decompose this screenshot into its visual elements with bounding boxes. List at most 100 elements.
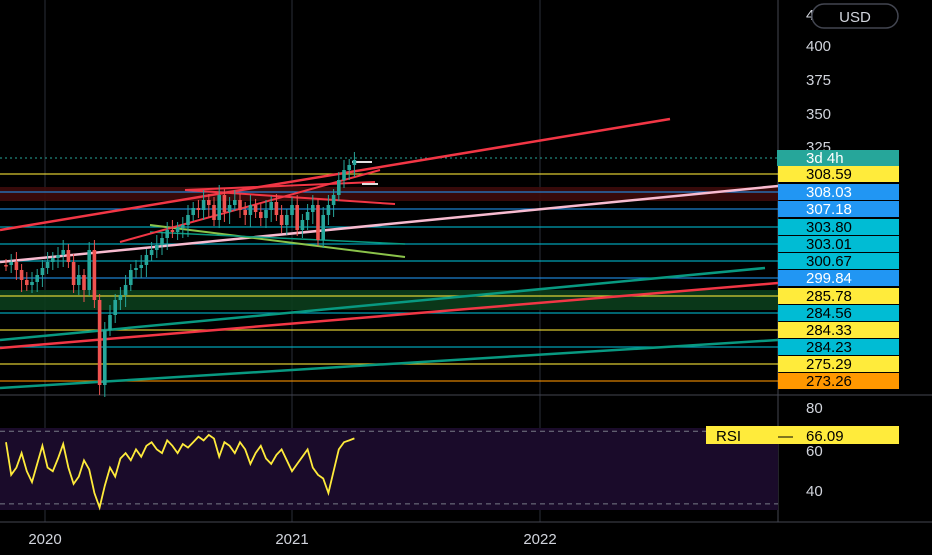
candle-body [30,282,34,285]
price-label-badge [778,288,899,304]
trend-line [149,224,406,258]
trend-line [0,266,766,342]
candle-body [191,208,195,215]
price-label-badge [778,270,899,286]
candle-body [274,202,279,215]
candle-body [300,220,305,230]
candle-body [238,200,242,210]
candle-body [175,228,180,232]
trend-line [149,231,406,245]
price-label-badge [778,166,899,182]
candle-body [331,195,336,205]
candle-body [4,265,8,267]
currency-label: USD [839,9,871,26]
candle-body [196,208,201,210]
price-label-badge [778,305,899,321]
rsi-label-badge: RSI — 66.09 [706,426,899,445]
candle-body [45,262,50,268]
candle-body [71,262,76,285]
trend-line [0,117,671,232]
price-label-value: 300.67 [806,253,852,270]
candle-body [165,230,169,238]
candle-body [170,230,175,232]
price-label-value: 285.78 [806,288,852,305]
price-label-value: 303.80 [806,219,852,236]
price-tick-partial: 4 [806,7,814,24]
rsi-pane [0,430,778,511]
candle-body [337,180,341,195]
price-label-value: 284.23 [806,339,852,356]
price-tick: 350 [806,106,831,123]
candle-body [253,205,258,212]
candle-body [352,160,357,165]
price-label-value: 308.03 [806,184,852,201]
candle-body [51,258,55,262]
candle-body [326,205,331,215]
price-label-badge [778,184,899,200]
candles [4,152,357,397]
candle-body [160,238,164,245]
price-label-value: 307.18 [806,201,852,218]
candle-body [139,265,143,268]
candle-body [35,275,39,282]
candle-body [9,262,13,265]
trend-line [0,281,779,350]
candle-body [233,200,237,205]
candle-body [61,250,65,255]
candle-body [19,270,24,280]
price-label-badge [778,373,899,389]
candle-body [66,250,71,262]
time-label: 2020 [28,531,61,548]
countdown-badge: 3d 4h [777,150,899,167]
candle-body [217,195,221,220]
candle-body [295,205,299,230]
rsi-series-name: RSI [716,428,741,445]
candle-body [129,270,133,285]
price-label-badge [778,356,899,372]
candle-body [14,262,19,270]
candle-body [181,225,185,228]
candle-body [155,245,159,250]
candle-body [305,212,310,220]
candle-body [269,202,273,210]
rsi-series-line [5,433,355,511]
candle-body [342,170,346,180]
price-label-value: 284.56 [806,305,852,322]
trend-line [184,189,396,205]
candle-body [123,285,128,295]
candle-body [227,205,232,212]
trend-line [184,181,376,191]
candle-body [56,255,60,258]
price-label-value: 273.26 [806,373,852,390]
currency-button[interactable]: USD [811,3,899,29]
trend-line [0,184,779,264]
time-label: 2022 [523,531,556,548]
price-label-badge [778,322,899,338]
rsi-tick: 60 [806,443,823,460]
candle-body [316,205,320,240]
countdown-label: 3d 4h [806,150,844,167]
candle-body [108,315,112,330]
candle-body [118,295,123,300]
candle-body [82,275,86,290]
candle-body [186,215,190,225]
candle-body [248,205,253,215]
price-label-value: 284.33 [806,322,852,339]
time-axis: 2020 2021 2022 [28,531,556,548]
price-label-badge [778,253,899,269]
candle-body [285,215,289,225]
price-tick: 400 [806,38,831,55]
price-label-badge [778,219,899,235]
candle-body [264,210,268,218]
price-label-badge [778,236,899,252]
rsi-dash: — [778,428,793,445]
candle-body [40,268,45,275]
candle-body [87,250,91,290]
candle-body [259,212,263,218]
price-label-value: 299.84 [806,270,852,287]
candle-body [201,200,206,210]
price-label-badge [778,201,899,217]
resistance-zone [0,187,778,201]
